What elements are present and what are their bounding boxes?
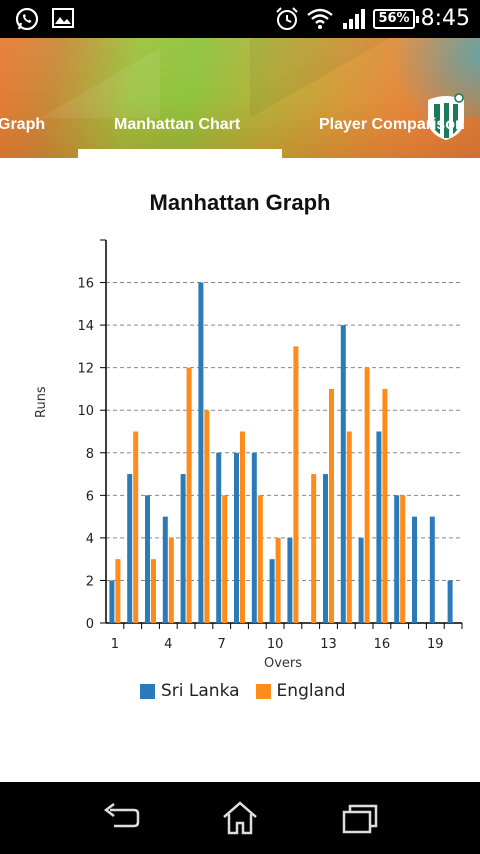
bar-sri-lanka [287,537,293,623]
bar-england [186,367,192,623]
chart-title: Manhattan Graph [149,190,331,215]
bar-england [240,431,245,623]
bar-england [275,537,281,623]
home-icon[interactable] [220,800,260,836]
x-tick-label: 10 [267,637,284,652]
bar-sri-lanka [269,559,275,623]
status-bar: 56% 8:45 [0,0,480,38]
bar-sri-lanka [376,431,382,623]
y-tick-label: 0 [86,617,94,632]
legend-label-sri-lanka: Sri Lanka [161,681,240,701]
bar-sri-lanka [412,516,417,623]
app-logo-icon[interactable] [424,90,468,142]
y-tick-label: 12 [77,362,94,377]
chart-area: Manhattan Graph 0 2 4 6 8 10 12 14 16 1 4 7 10 13 16 19… [0,158,480,782]
bar-sri-lanka [180,474,186,623]
bar-sri-lanka [198,282,204,623]
bar-sri-lanka [251,452,257,623]
x-tick-label: 7 [218,637,226,652]
battery-indicator: 56% [373,9,419,29]
tab-graph[interactable]: Graph [0,116,46,133]
bar-sri-lanka [358,537,364,623]
bar-sri-lanka [127,474,133,623]
y-tick-label: 4 [86,532,94,547]
bar-england [311,474,317,623]
bar-sri-lanka [394,495,400,623]
whatsapp-icon [15,7,39,31]
bar-england [151,559,156,623]
bar-england [329,388,334,623]
alarm-icon [276,7,298,30]
bar-sri-lanka [162,516,168,623]
bar-england [382,388,388,623]
bar-sri-lanka [323,474,328,623]
wifi-icon [307,8,333,29]
tab-manhattan-chart[interactable]: Manhattan Chart [114,116,241,133]
tab-player-comparison[interactable]: Player Comparison [319,116,465,133]
legend-swatch-sri-lanka [140,683,155,699]
selected-tab-indicator [78,149,282,158]
legend-label-england: England [276,681,346,701]
bar-england [293,346,299,623]
y-tick-label: 10 [77,404,94,419]
x-tick-label: 1 [111,637,119,652]
bar-england [364,367,370,623]
y-tick-label: 16 [77,277,94,292]
back-icon[interactable] [100,800,140,836]
legend-item-sri-lanka: Sri Lanka [140,681,240,701]
x-axis-label: Overs [264,656,303,671]
chart-legend: Sri Lanka England [140,681,362,701]
y-axis-label: Runs [34,386,49,418]
navigation-bar [0,782,480,854]
bar-england [257,495,263,623]
y-tick-label: 2 [86,574,94,589]
bar-england [204,410,210,623]
image-icon [52,8,74,28]
bar-england [346,431,352,623]
x-tick-label: 19 [427,637,444,652]
x-tick-label: 13 [320,637,337,652]
bar-sri-lanka [429,516,435,623]
bar-england [115,559,121,623]
app-header: Graph Manhattan Chart Player Comparison [0,38,480,158]
bar-england [168,537,174,623]
bar-sri-lanka [145,495,150,623]
bar-sri-lanka [109,580,115,623]
recent-apps-icon[interactable] [340,800,380,836]
y-tick-label: 8 [86,447,94,462]
signal-icon [343,9,365,29]
legend-item-england: England [255,681,346,701]
bar-sri-lanka [447,580,453,623]
bar-sri-lanka [234,452,239,623]
clock: 8:45 [420,6,470,31]
bar-england [222,495,228,623]
bar-sri-lanka [216,452,222,623]
y-tick-label: 14 [77,319,94,334]
y-tick-label: 6 [86,489,94,504]
bar-sri-lanka [340,325,346,623]
x-tick-label: 4 [164,637,172,652]
legend-swatch-england [255,683,271,699]
x-tick-label: 16 [374,637,391,652]
bar-england [133,431,139,623]
bar-england [400,495,406,623]
